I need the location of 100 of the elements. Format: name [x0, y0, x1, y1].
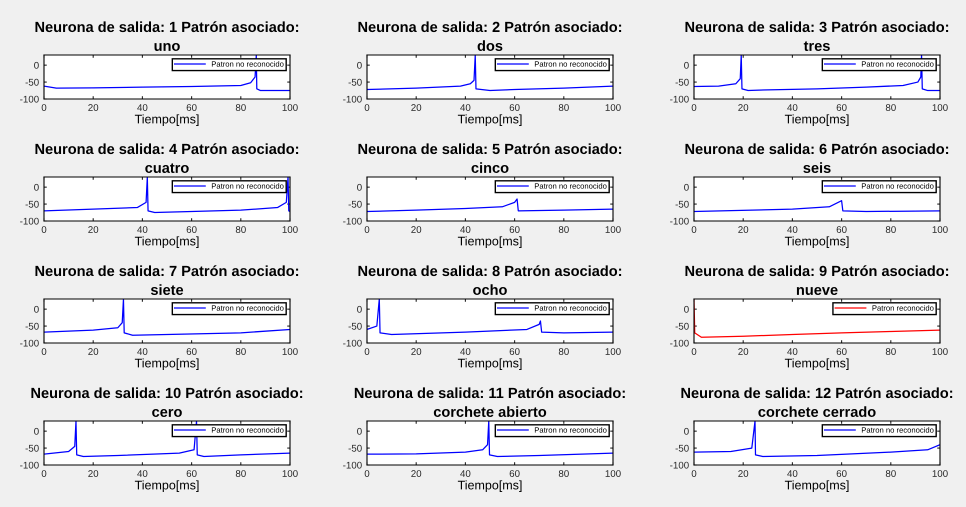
x-tick-label: 0 [42, 470, 46, 477]
y-tick-label: -50 [676, 78, 689, 86]
x-tick-label: 60 [836, 104, 847, 111]
x-tick-label: 60 [510, 348, 520, 355]
y-tick-label: -50 [348, 322, 362, 330]
x-tick-label: 40 [137, 226, 148, 233]
x-tick-label: 80 [886, 104, 896, 111]
x-tick-label: 80 [236, 104, 246, 111]
y-tick-label: -50 [676, 444, 689, 452]
y-tick-label: 0 [357, 306, 362, 313]
x-tick-label: 20 [411, 348, 422, 355]
chart-title: Neurona de salida: 10 Patrón asociado: cero [31, 387, 302, 417]
x-tick-label: 0 [692, 348, 696, 355]
x-tick-label: 80 [558, 104, 569, 111]
y-tick-label: 0 [357, 62, 362, 69]
x-tick-label: 100 [282, 470, 298, 477]
y-tick-label: -100 [20, 96, 39, 103]
x-axis-title: Tiempo[ms] [134, 480, 199, 492]
y-tick-label: -100 [20, 218, 39, 225]
chart-title: Neurona de salida: 2 Patrón asociado: dos [358, 21, 622, 51]
y-tick-label: 0 [34, 428, 39, 435]
y-tick-label: -100 [670, 340, 689, 347]
y-tick-label: 0 [357, 184, 362, 191]
y-tick-label: -100 [670, 218, 689, 225]
chart-title: Neurona de salida: 7 Patrón asociado: siete [35, 265, 298, 295]
x-tick-label: 40 [137, 470, 148, 477]
x-tick-label: 80 [886, 226, 896, 233]
x-tick-label: 20 [411, 226, 422, 233]
chart-title: Neurona de salida: 11 Patrón asociado: corchete abierto [354, 387, 625, 417]
x-tick-label: 80 [236, 226, 246, 233]
y-tick-label: -100 [670, 96, 689, 103]
x-tick-label: 100 [932, 348, 948, 355]
x-tick-label: 60 [510, 226, 520, 233]
x-tick-label: 80 [558, 348, 569, 355]
x-axis-title: Tiempo[ms] [784, 236, 849, 248]
x-tick-label: 40 [787, 470, 798, 477]
x-tick-label: 60 [510, 104, 520, 111]
chart-title: Neurona de salida: 1 Patrón asociado: uno [35, 21, 298, 51]
x-axis-title: Tiempo[ms] [784, 480, 849, 492]
y-tick-label: -50 [26, 78, 39, 86]
y-tick-label: -50 [348, 78, 362, 86]
x-tick-label: 20 [88, 104, 98, 111]
y-tick-label: -100 [343, 218, 362, 225]
x-tick-label: 0 [42, 104, 46, 111]
y-tick-label: -100 [20, 462, 39, 469]
x-tick-label: 20 [411, 470, 422, 477]
x-tick-label: 40 [460, 348, 470, 355]
y-tick-label: -50 [676, 200, 689, 208]
x-axis-title: Tiempo[ms] [784, 114, 849, 126]
x-tick-label: 0 [692, 470, 696, 477]
x-tick-label: 60 [510, 470, 520, 477]
y-tick-label: 0 [684, 306, 689, 313]
y-tick-label: -50 [26, 444, 39, 452]
x-tick-label: 20 [738, 104, 748, 111]
chart-title: Neurona de salida: 8 Patrón asociado: ocho [358, 265, 622, 295]
x-tick-label: 20 [411, 104, 422, 111]
y-tick-label: -100 [343, 462, 362, 469]
x-tick-label: 80 [236, 348, 246, 355]
y-tick-label: -50 [26, 200, 39, 208]
x-tick-label: 60 [186, 226, 197, 233]
chart-title: Neurona de salida: 9 Patrón asociado: nueve [685, 265, 948, 295]
x-axis-title: Tiempo[ms] [458, 236, 522, 248]
x-tick-label: 20 [88, 226, 98, 233]
chart-title: Neurona de salida: 3 Patrón asociado: tres [685, 21, 948, 51]
y-tick-label: 0 [684, 62, 689, 69]
x-tick-label: 60 [186, 470, 197, 477]
x-axis-title: Tiempo[ms] [134, 358, 199, 370]
x-axis-title: Tiempo[ms] [784, 358, 849, 370]
x-tick-label: 20 [738, 348, 748, 355]
x-axis-title: Tiempo[ms] [458, 114, 522, 126]
x-tick-label: 100 [606, 470, 621, 477]
x-tick-label: 40 [787, 348, 798, 355]
x-tick-label: 40 [787, 104, 798, 111]
x-tick-label: 100 [606, 226, 621, 233]
x-tick-label: 20 [88, 348, 98, 355]
x-tick-label: 40 [787, 226, 798, 233]
x-tick-label: 80 [558, 226, 569, 233]
y-tick-label: -50 [26, 322, 39, 330]
y-tick-label: -100 [343, 96, 362, 103]
chart-title: Neurona de salida: 5 Patrón asociado: cinco [358, 143, 622, 173]
x-tick-label: 100 [932, 104, 948, 111]
x-axis-title: Tiempo[ms] [458, 480, 522, 492]
y-tick-label: 0 [34, 62, 39, 69]
x-tick-label: 20 [738, 470, 748, 477]
x-tick-label: 60 [186, 104, 197, 111]
chart-title: Neurona de salida: 12 Patrón asociado: corchete cerrado [681, 387, 952, 417]
x-tick-label: 40 [137, 104, 148, 111]
x-tick-label: 100 [606, 348, 621, 355]
line-series [694, 200, 940, 212]
x-axis-title: Tiempo[ms] [458, 358, 522, 370]
x-tick-label: 20 [738, 226, 748, 233]
x-tick-label: 100 [282, 226, 298, 233]
x-tick-label: 40 [460, 226, 470, 233]
y-tick-label: -50 [676, 322, 689, 330]
y-tick-label: 0 [34, 184, 39, 191]
x-tick-label: 80 [886, 348, 896, 355]
x-tick-label: 0 [364, 470, 370, 477]
y-tick-label: -50 [348, 444, 362, 452]
x-tick-label: 40 [460, 470, 470, 477]
x-axis-title: Tiempo[ms] [134, 114, 199, 126]
